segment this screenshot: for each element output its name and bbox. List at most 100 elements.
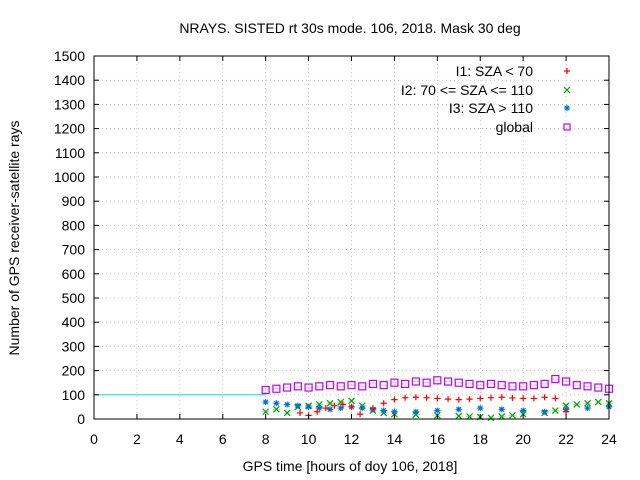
data-point bbox=[520, 395, 527, 402]
data-point bbox=[498, 406, 505, 413]
data-point bbox=[561, 377, 571, 386]
y-tick-label: 1100 bbox=[55, 145, 85, 161]
chart-title: NRAYS. SISTED rt 30s mode. 106, 2018. Ma… bbox=[179, 20, 520, 36]
data-point bbox=[272, 405, 280, 413]
data-point bbox=[486, 379, 496, 389]
data-point bbox=[477, 405, 484, 412]
y-tick-labels: 0 100 200 300 400 500 600 700 800 900 1000 1100 1200… bbox=[54, 48, 85, 427]
x-tick-label: 24 bbox=[601, 431, 617, 447]
legend-label: I2: 70 <= SZA <= 110 bbox=[401, 82, 533, 98]
data-point bbox=[455, 396, 462, 403]
data-point bbox=[434, 395, 441, 402]
data-point bbox=[509, 411, 516, 419]
data-point bbox=[508, 382, 517, 391]
data-point bbox=[466, 396, 473, 403]
data-point bbox=[551, 407, 559, 414]
data-point bbox=[322, 405, 329, 412]
data-point bbox=[445, 396, 452, 403]
y-tick-label: 800 bbox=[62, 217, 86, 233]
data-point bbox=[401, 379, 410, 389]
x-tick-label: 2 bbox=[133, 431, 141, 447]
data-point bbox=[391, 408, 398, 415]
data-point bbox=[315, 382, 324, 391]
data-point bbox=[284, 401, 291, 408]
data-point bbox=[283, 383, 292, 392]
data-point bbox=[379, 381, 388, 390]
data-point bbox=[325, 381, 335, 390]
legend-marker bbox=[564, 105, 570, 111]
data-point bbox=[390, 378, 399, 387]
data-point bbox=[434, 407, 441, 414]
y-tick-label: 0 bbox=[77, 411, 85, 427]
data-point bbox=[540, 379, 549, 389]
y-tick-label: 700 bbox=[62, 242, 86, 258]
y-tick-label: 400 bbox=[62, 314, 86, 330]
data-point bbox=[261, 385, 270, 395]
data-point bbox=[297, 409, 303, 416]
data-point bbox=[509, 394, 516, 401]
y-tick-label: 600 bbox=[62, 266, 86, 282]
data-point bbox=[541, 408, 548, 415]
data-point bbox=[520, 407, 527, 414]
y-tick-label: 900 bbox=[62, 193, 86, 209]
data-point bbox=[454, 378, 463, 387]
data-point bbox=[411, 377, 420, 386]
legend-marker bbox=[563, 86, 571, 94]
y-tick-label: 1200 bbox=[54, 121, 85, 137]
y-tick-label: 1300 bbox=[54, 96, 85, 112]
data-point bbox=[583, 382, 592, 391]
x-axis-label: GPS time [hours of doy 106, 2018] bbox=[243, 458, 458, 474]
axis-ticks bbox=[93, 55, 610, 420]
legend-label: I3: SZA > 110 bbox=[449, 100, 533, 116]
x-tick-label: 16 bbox=[430, 431, 446, 447]
data-point bbox=[368, 379, 378, 389]
data-point bbox=[348, 403, 355, 410]
data-point bbox=[552, 395, 559, 402]
data-point bbox=[391, 396, 398, 403]
y-tick-label: 1500 bbox=[54, 48, 85, 64]
data-point bbox=[358, 382, 367, 391]
data-point bbox=[293, 382, 302, 391]
data-point bbox=[348, 397, 355, 405]
data-point bbox=[476, 381, 485, 390]
legend-label: global bbox=[496, 119, 533, 135]
y-tick-label: 1000 bbox=[54, 169, 85, 185]
data-point bbox=[380, 400, 387, 407]
data-point bbox=[272, 384, 281, 393]
legend-marker bbox=[563, 123, 571, 131]
data-point bbox=[551, 374, 560, 384]
data-point bbox=[337, 405, 344, 412]
data-point bbox=[477, 395, 484, 402]
data-point bbox=[529, 381, 538, 390]
data-point bbox=[433, 376, 442, 385]
x-tick-label: 10 bbox=[301, 431, 317, 447]
data-point bbox=[594, 398, 602, 406]
data-point bbox=[572, 381, 581, 390]
data-point bbox=[541, 394, 548, 401]
data-point bbox=[347, 381, 356, 390]
data-point bbox=[359, 405, 366, 412]
x-tick-label: 4 bbox=[176, 431, 184, 447]
data-point bbox=[262, 408, 270, 416]
data-point bbox=[573, 401, 581, 408]
data-point bbox=[412, 408, 419, 415]
y-tick-label: 200 bbox=[62, 363, 86, 379]
y-tick-label: 500 bbox=[62, 290, 86, 306]
x-tick-label: 12 bbox=[344, 431, 360, 447]
data-point bbox=[380, 407, 387, 414]
data-point bbox=[402, 394, 409, 401]
y-tick-label: 100 bbox=[62, 387, 86, 403]
data-point bbox=[294, 402, 301, 409]
data-point bbox=[465, 379, 474, 389]
x-tick-labels: 0 2 4 6 8 10 12 14 16 18 20 22 24 bbox=[90, 431, 617, 447]
x-tick-label: 6 bbox=[219, 431, 227, 447]
data-point bbox=[273, 400, 280, 407]
data-point bbox=[455, 406, 462, 413]
series-global bbox=[261, 374, 614, 395]
data-point bbox=[594, 383, 603, 392]
data-point bbox=[339, 401, 346, 408]
data-point bbox=[443, 377, 453, 386]
y-axis-label: Number of GPS receiver-satellite rays bbox=[6, 121, 22, 356]
data-point bbox=[336, 382, 345, 391]
